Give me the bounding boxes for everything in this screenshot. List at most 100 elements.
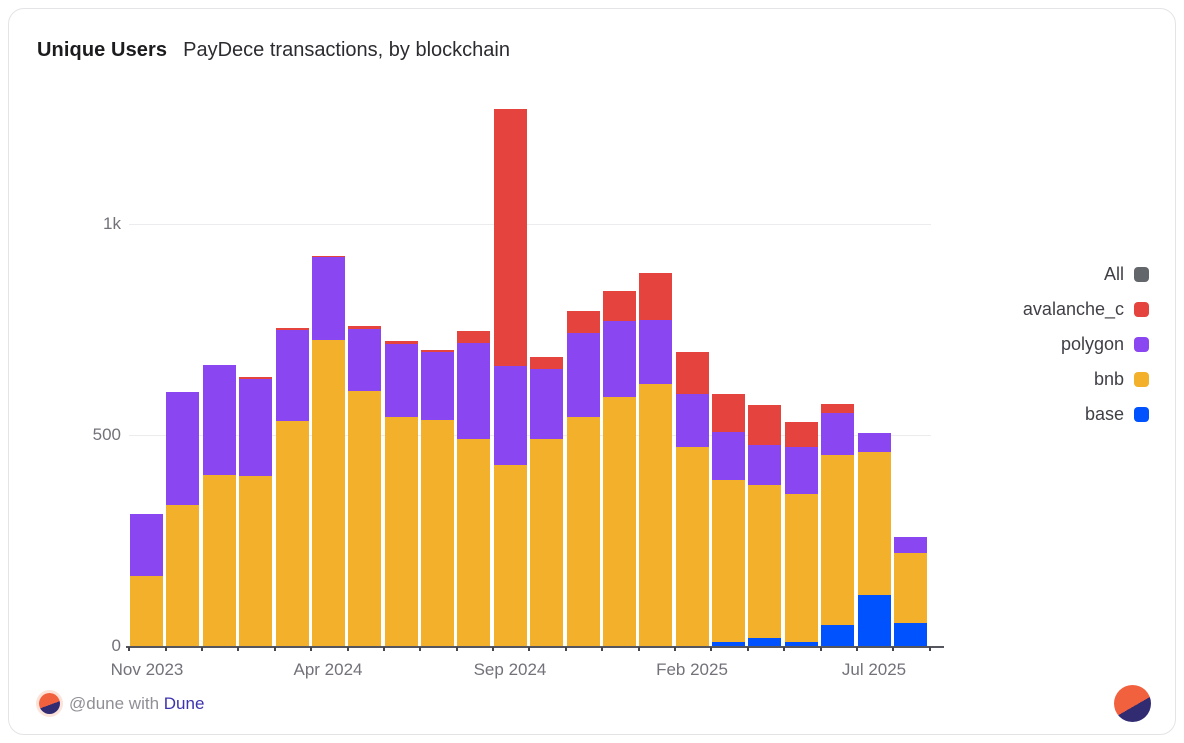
bar-segment-bnb[interactable]	[894, 553, 927, 623]
bar-segment-bnb[interactable]	[567, 417, 600, 646]
legend-item-polygon[interactable]: polygon	[1023, 327, 1149, 362]
bar-jul-2024[interactable]	[421, 350, 454, 646]
bar-segment-avalanche_c[interactable]	[603, 291, 636, 321]
bar-segment-base[interactable]	[894, 623, 927, 646]
bar-segment-bnb[interactable]	[130, 576, 163, 646]
bar-segment-avalanche_c[interactable]	[530, 357, 563, 369]
bar-dec-2024[interactable]	[603, 291, 636, 646]
bar-segment-bnb[interactable]	[421, 420, 454, 646]
bar-jul-2025[interactable]	[858, 433, 891, 646]
bar-segment-bnb[interactable]	[603, 397, 636, 646]
bar-segment-polygon[interactable]	[457, 343, 490, 439]
axis-tick	[783, 647, 785, 651]
bar-may-2024[interactable]	[348, 326, 381, 646]
chart-card: Unique Users PayDece transactions, by bl…	[8, 8, 1176, 735]
bar-segment-polygon[interactable]	[530, 369, 563, 439]
bar-segment-bnb[interactable]	[385, 417, 418, 646]
bar-segment-polygon[interactable]	[567, 333, 600, 417]
bar-dec-2023[interactable]	[166, 392, 199, 646]
bar-segment-polygon[interactable]	[276, 330, 309, 421]
bar-sep-2024[interactable]	[494, 109, 527, 646]
bar-segment-base[interactable]	[785, 642, 818, 646]
bar-segment-polygon[interactable]	[312, 257, 345, 340]
bar-segment-avalanche_c[interactable]	[385, 341, 418, 344]
bar-segment-avalanche_c[interactable]	[712, 394, 745, 432]
bar-segment-bnb[interactable]	[712, 480, 745, 642]
bar-apr-2024[interactable]	[312, 256, 345, 646]
bar-segment-polygon[interactable]	[494, 366, 527, 465]
bar-segment-bnb[interactable]	[203, 475, 236, 646]
bar-segment-bnb[interactable]	[785, 494, 818, 642]
bar-may-2025[interactable]	[785, 422, 818, 646]
bar-segment-avalanche_c[interactable]	[567, 311, 600, 333]
bar-segment-bnb[interactable]	[530, 439, 563, 646]
bar-segment-bnb[interactable]	[457, 439, 490, 646]
bar-feb-2025[interactable]	[676, 352, 709, 646]
bar-segment-polygon[interactable]	[421, 352, 454, 420]
bar-segment-polygon[interactable]	[639, 320, 672, 384]
bar-segment-base[interactable]	[748, 638, 781, 646]
legend-swatch-icon	[1134, 267, 1149, 282]
bar-segment-polygon[interactable]	[858, 433, 891, 452]
bar-segment-bnb[interactable]	[639, 384, 672, 646]
bar-segment-avalanche_c[interactable]	[457, 331, 490, 343]
bar-mar-2024[interactable]	[276, 328, 309, 646]
bar-mar-2025[interactable]	[712, 394, 745, 646]
dune-link[interactable]: Dune	[163, 693, 205, 713]
bar-segment-bnb[interactable]	[312, 340, 345, 646]
bar-segment-bnb[interactable]	[748, 485, 781, 638]
bar-segment-avalanche_c[interactable]	[748, 405, 781, 445]
bar-segment-avalanche_c[interactable]	[348, 326, 381, 329]
dune-watermark-icon[interactable]	[1114, 685, 1151, 722]
bar-segment-polygon[interactable]	[748, 445, 781, 485]
bar-segment-bnb[interactable]	[676, 447, 709, 646]
legend-item-avalanche_c[interactable]: avalanche_c	[1023, 292, 1149, 327]
bar-aug-2025[interactable]	[894, 537, 927, 646]
bar-segment-polygon[interactable]	[239, 379, 272, 476]
bar-segment-avalanche_c[interactable]	[821, 404, 854, 413]
bar-segment-base[interactable]	[821, 625, 854, 646]
bar-oct-2024[interactable]	[530, 357, 563, 646]
bar-nov-2024[interactable]	[567, 311, 600, 646]
bar-segment-polygon[interactable]	[166, 392, 199, 505]
bar-segment-polygon[interactable]	[385, 344, 418, 417]
bar-segment-avalanche_c[interactable]	[421, 350, 454, 352]
bar-segment-bnb[interactable]	[821, 455, 854, 625]
bar-segment-polygon[interactable]	[603, 321, 636, 397]
bar-segment-polygon[interactable]	[894, 537, 927, 553]
bar-segment-polygon[interactable]	[785, 447, 818, 494]
bar-jan-2024[interactable]	[203, 365, 236, 646]
bar-segment-bnb[interactable]	[858, 452, 891, 595]
chart-title: Unique Users	[37, 39, 168, 61]
bar-segment-avalanche_c[interactable]	[676, 352, 709, 394]
bar-segment-avalanche_c[interactable]	[239, 377, 272, 379]
bar-segment-bnb[interactable]	[348, 391, 381, 646]
bar-segment-bnb[interactable]	[276, 421, 309, 646]
bar-segment-base[interactable]	[858, 595, 891, 646]
bar-segment-polygon[interactable]	[348, 329, 381, 391]
bar-feb-2024[interactable]	[239, 377, 272, 646]
bar-segment-bnb[interactable]	[494, 465, 527, 646]
bar-jan-2025[interactable]	[639, 273, 672, 646]
bar-jun-2024[interactable]	[385, 341, 418, 646]
legend-item-base[interactable]: base	[1023, 397, 1149, 432]
bar-segment-bnb[interactable]	[239, 476, 272, 646]
legend-item-bnb[interactable]: bnb	[1023, 362, 1149, 397]
bar-segment-polygon[interactable]	[203, 365, 236, 475]
bar-apr-2025[interactable]	[748, 405, 781, 646]
bar-segment-polygon[interactable]	[821, 413, 854, 455]
bar-jun-2025[interactable]	[821, 404, 854, 646]
bar-aug-2024[interactable]	[457, 331, 490, 646]
bar-nov-2023[interactable]	[130, 514, 163, 646]
bar-segment-avalanche_c[interactable]	[312, 256, 345, 257]
bar-segment-bnb[interactable]	[166, 505, 199, 646]
bar-segment-polygon[interactable]	[712, 432, 745, 480]
bar-segment-base[interactable]	[712, 642, 745, 646]
bar-segment-avalanche_c[interactable]	[494, 109, 527, 366]
bar-segment-polygon[interactable]	[130, 514, 163, 576]
bar-segment-polygon[interactable]	[676, 394, 709, 447]
bar-segment-avalanche_c[interactable]	[785, 422, 818, 447]
bar-segment-avalanche_c[interactable]	[276, 328, 309, 330]
legend-item-all[interactable]: All	[1023, 257, 1149, 292]
bar-segment-avalanche_c[interactable]	[639, 273, 672, 320]
